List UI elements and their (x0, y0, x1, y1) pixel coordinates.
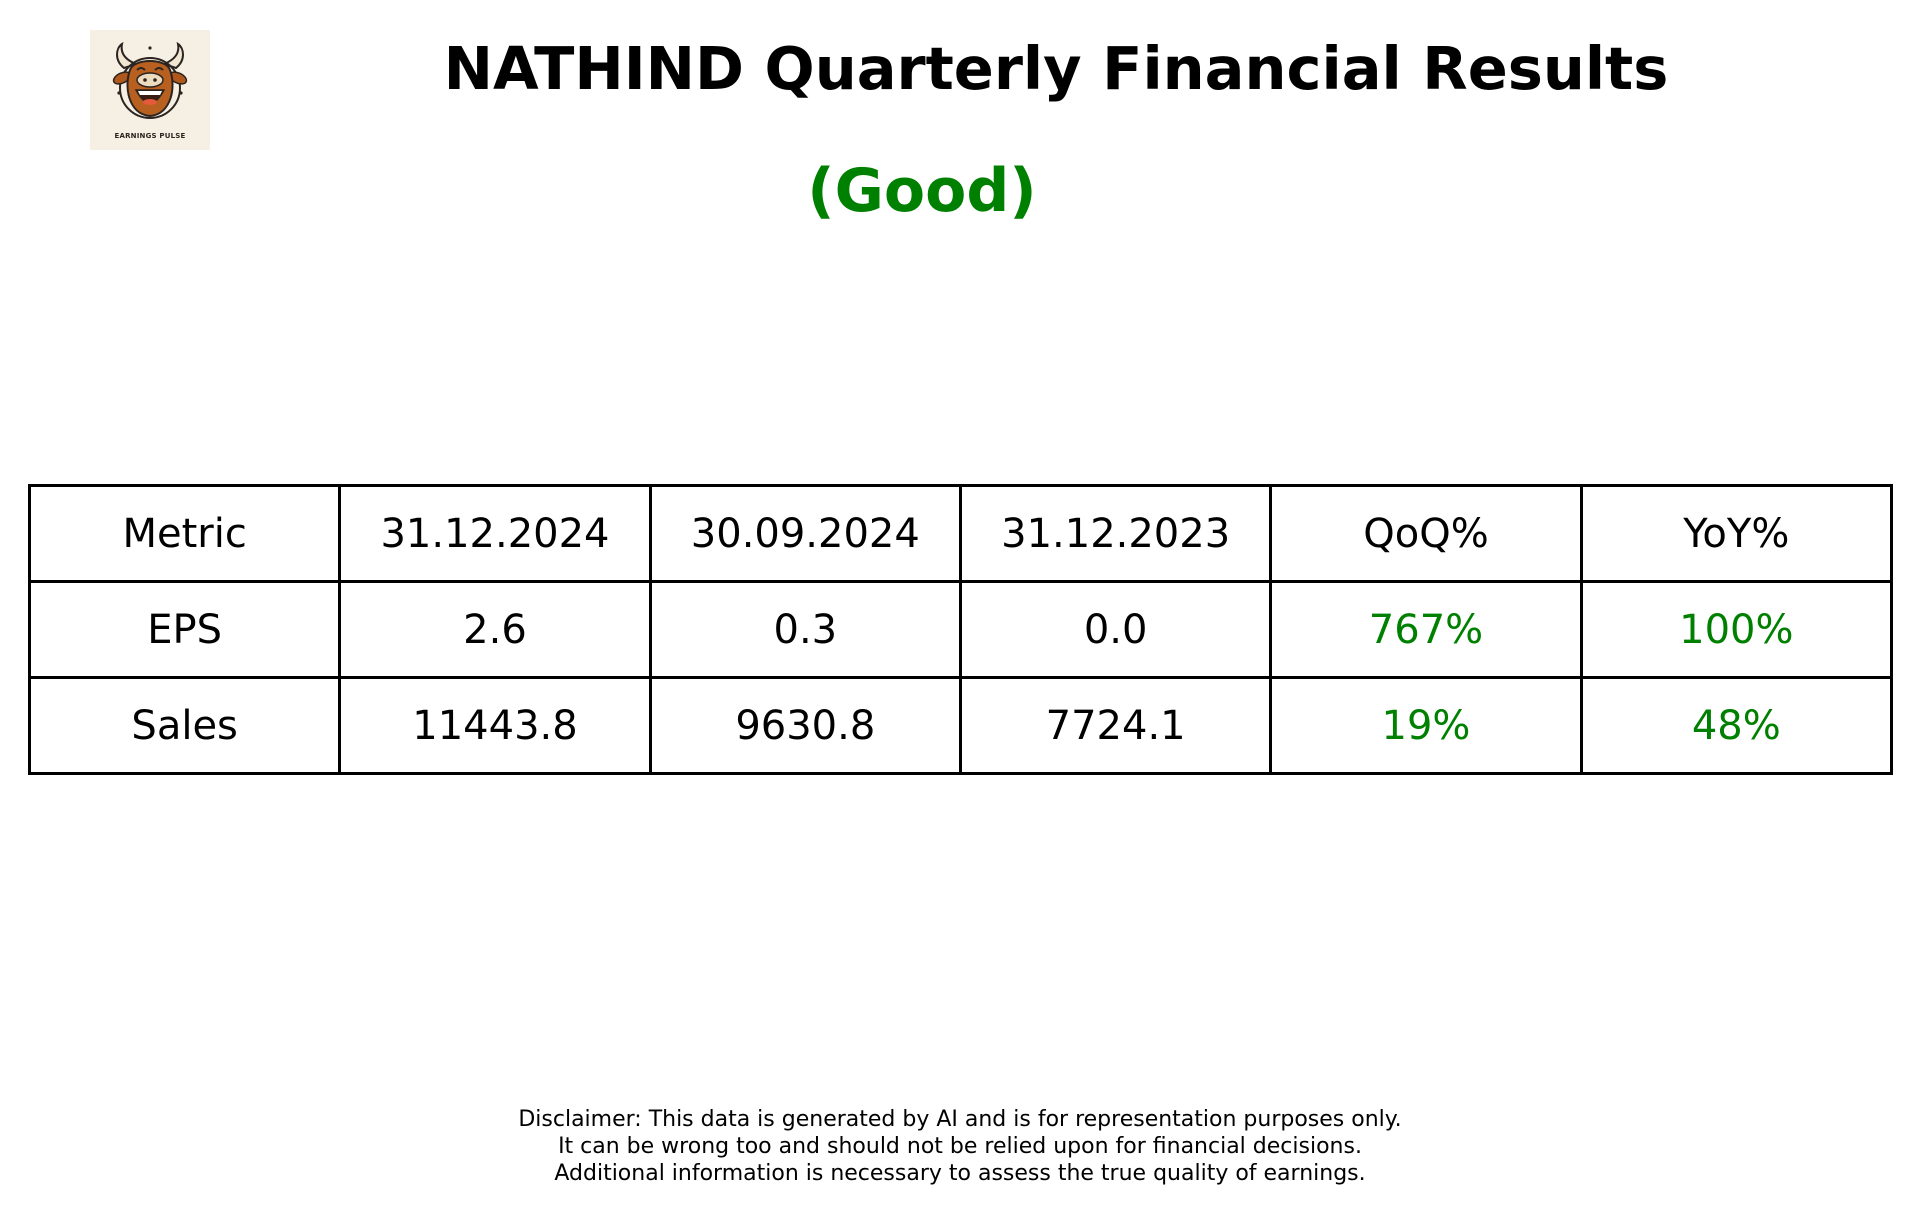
disclaimer-line: It can be wrong too and should not be re… (558, 1134, 1362, 1159)
table-header-row: Metric 31.12.2024 30.09.2024 31.12.2023 … (27, 484, 1894, 583)
column-header-yoy: YoY% (1579, 484, 1894, 583)
cell-current-quarter: 2.6 (338, 580, 652, 679)
cell-year-ago-quarter: 0.0 (958, 580, 1273, 679)
cell-metric: Sales (27, 676, 342, 775)
column-header-previous-quarter: 30.09.2024 (648, 484, 962, 583)
disclaimer-line: Disclaimer: This data is generated by AI… (518, 1107, 1402, 1132)
table-row-sales: Sales 11443.8 9630.8 7724.1 19% 48% (27, 676, 1894, 775)
column-header-metric: Metric (27, 484, 342, 583)
bull-mascot-icon (112, 41, 188, 119)
cell-year-ago-quarter: 7724.1 (958, 676, 1273, 775)
cell-metric: EPS (27, 580, 342, 679)
disclaimer: Disclaimer: This data is generated by AI… (360, 1106, 1560, 1187)
cell-qoq: 19% (1269, 676, 1583, 775)
cell-qoq: 767% (1269, 580, 1583, 679)
column-header-current-quarter: 31.12.2024 (338, 484, 652, 583)
column-header-year-ago-quarter: 31.12.2023 (958, 484, 1273, 583)
earnings-pulse-logo: EARNINGS PULSE (90, 30, 210, 150)
rating-badge: (Good) (807, 156, 1037, 226)
table-row-eps: EPS 2.6 0.3 0.0 767% 100% (27, 580, 1894, 679)
disclaimer-line: Additional information is necessary to a… (554, 1161, 1366, 1186)
page-title: NATHIND Quarterly Financial Results (443, 34, 1669, 103)
cell-current-quarter: 11443.8 (338, 676, 652, 775)
cell-previous-quarter: 0.3 (648, 580, 962, 679)
cell-yoy: 48% (1579, 676, 1894, 775)
financial-results-table: Metric 31.12.2024 30.09.2024 31.12.2023 … (27, 484, 1894, 775)
cell-yoy: 100% (1579, 580, 1894, 679)
cell-previous-quarter: 9630.8 (648, 676, 962, 775)
column-header-qoq: QoQ% (1269, 484, 1583, 583)
logo-caption: EARNINGS PULSE (114, 132, 186, 140)
